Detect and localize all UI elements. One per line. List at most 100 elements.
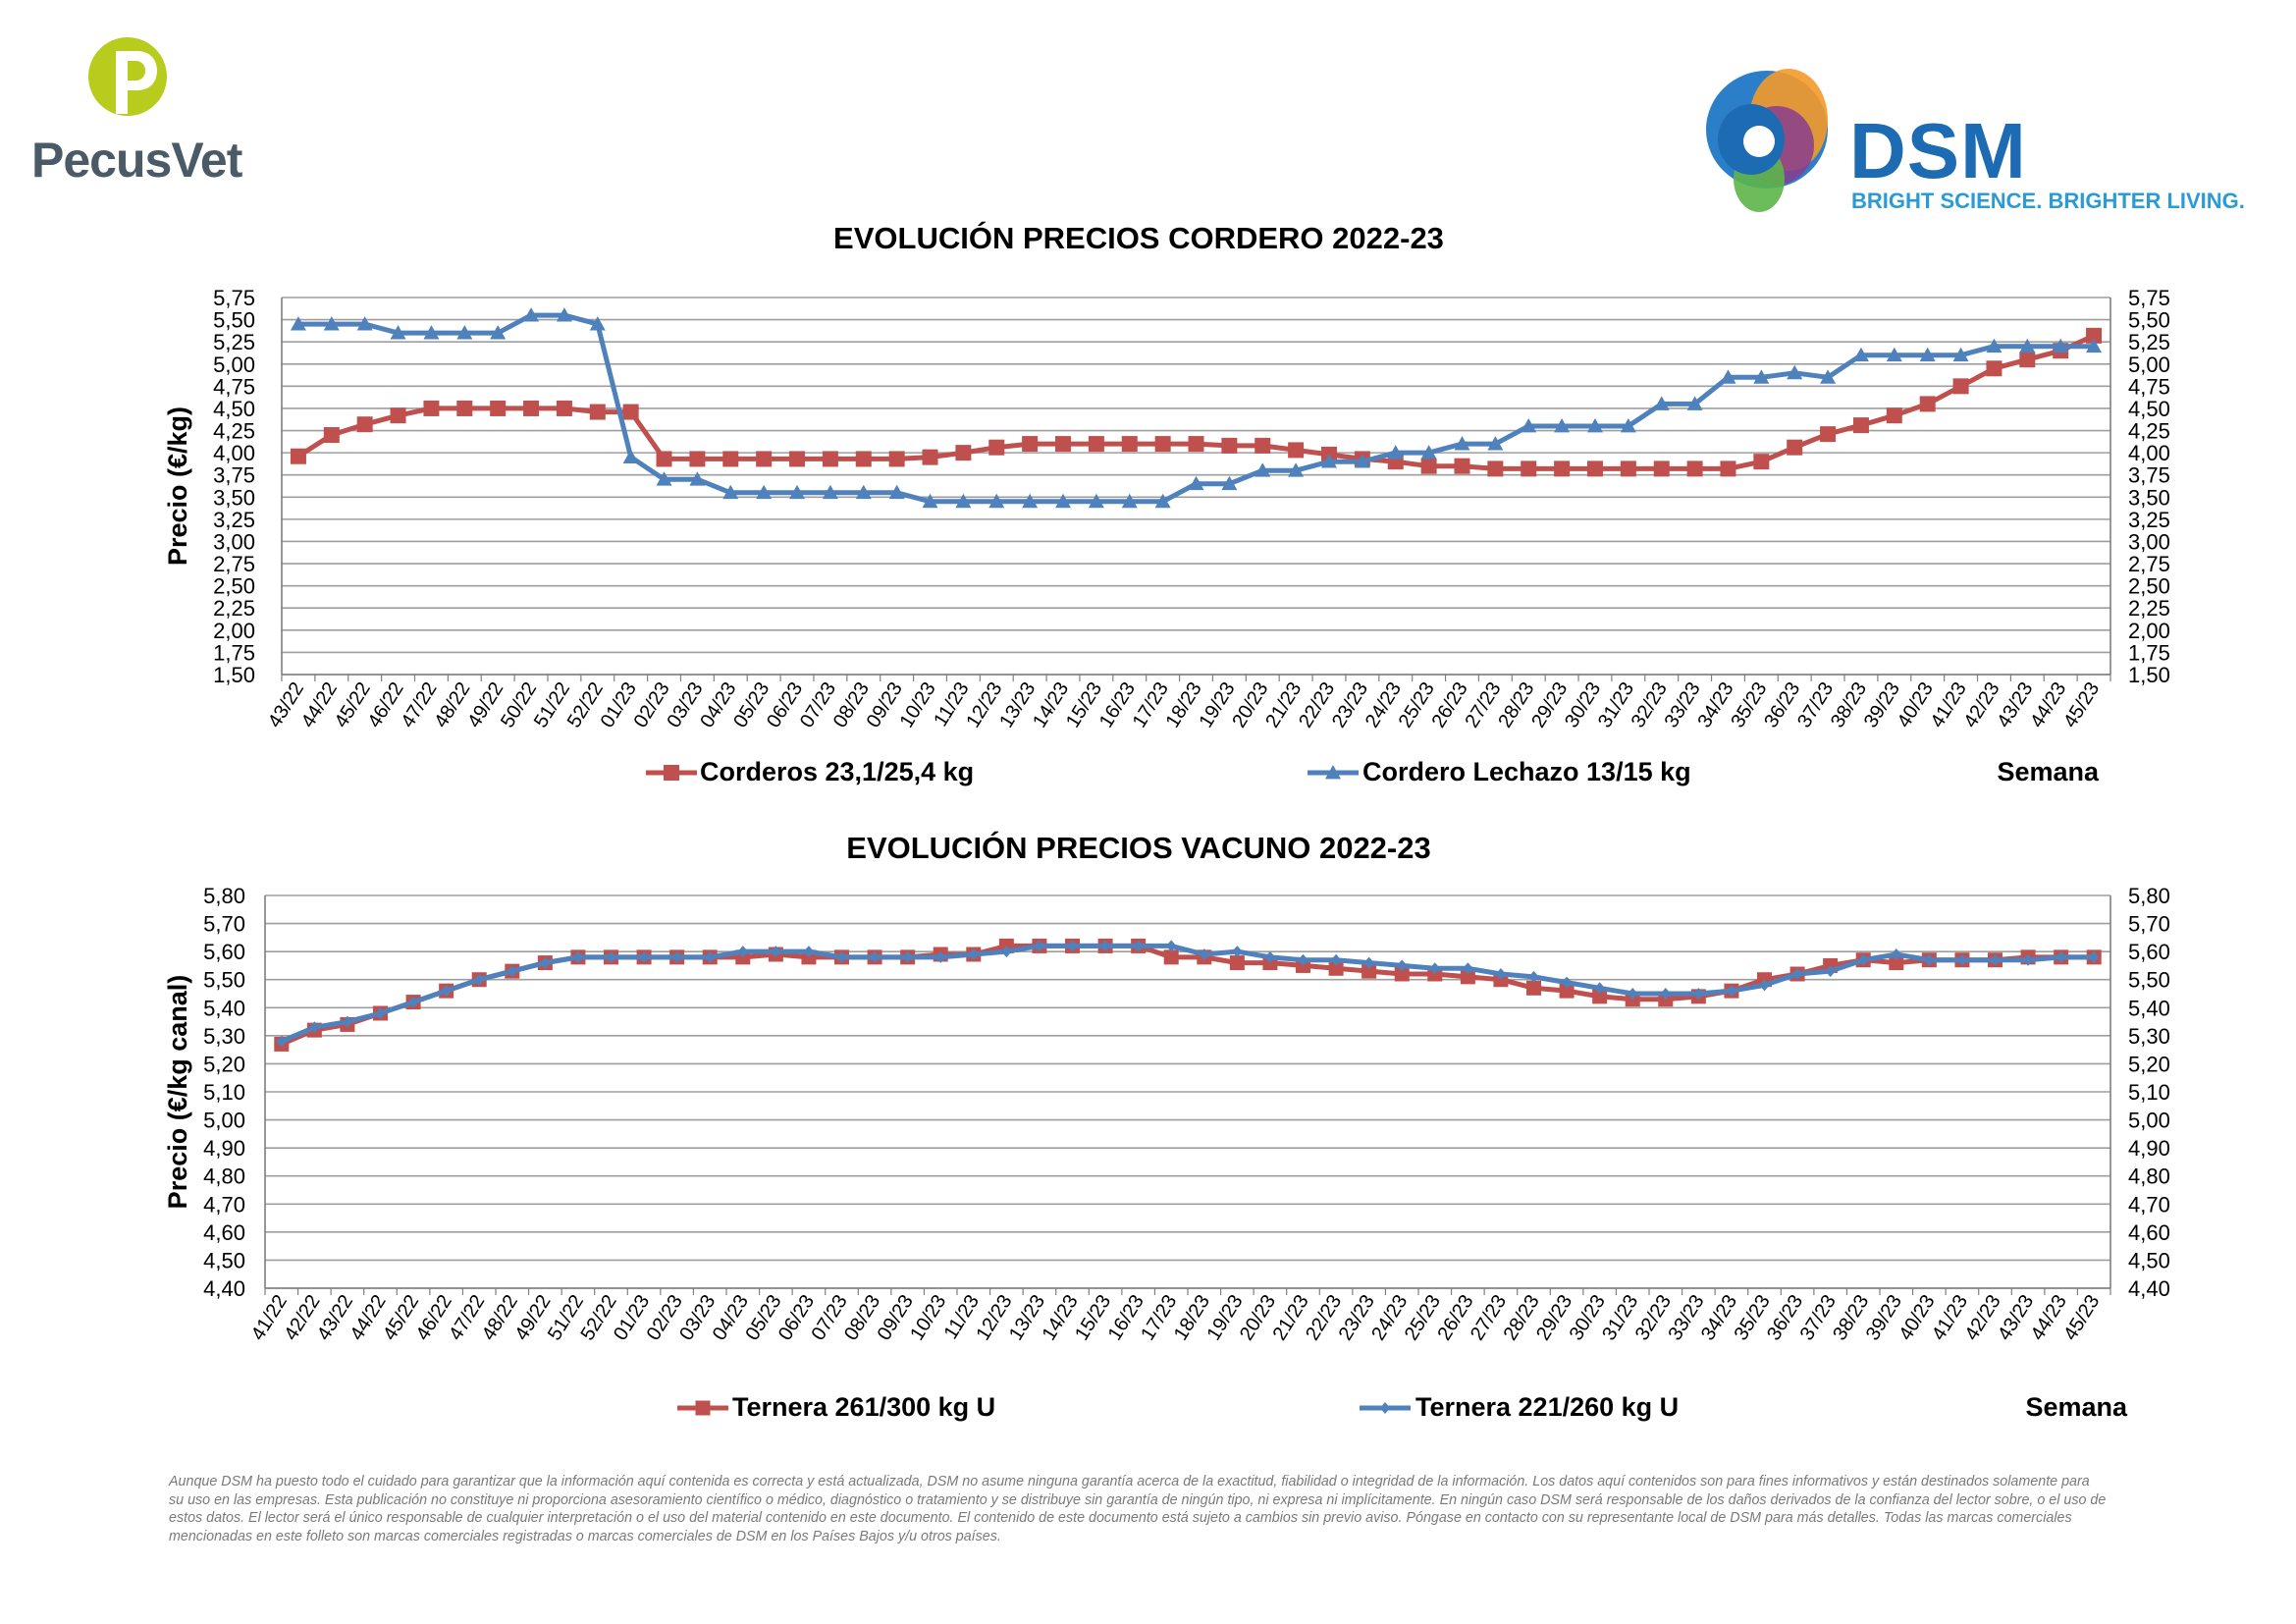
chart2-series-2-point xyxy=(407,996,419,1008)
chart1-series-2-point xyxy=(1753,369,1770,384)
chart1-series-2-point xyxy=(1288,462,1305,477)
chart1-y2-tick-label: 3,75 xyxy=(2128,463,2170,488)
chart2-series-2-point xyxy=(342,1015,353,1028)
chart1-series-1-point xyxy=(1487,460,1504,477)
chart2-y2-tick-label: 4,80 xyxy=(2128,1164,2170,1189)
chart1-series-2-point xyxy=(1686,396,1703,410)
dsm-tagline: BRIGHT SCIENCE. BRIGHTER LIVING. xyxy=(1851,189,2245,213)
chart2-series-2-point xyxy=(836,950,847,963)
chart1-y-tick-label: 4,00 xyxy=(213,441,255,465)
chart1-series-2-point xyxy=(756,484,773,500)
chart2-y2-tick-label: 5,80 xyxy=(2128,884,2170,908)
chart1-y-tick-label: 4,50 xyxy=(213,397,255,421)
pecusvet-p-icon xyxy=(88,37,167,116)
chart2-series-2-point xyxy=(1561,976,1573,989)
chart2-y-tick-label: 4,40 xyxy=(203,1276,245,1301)
chart1-series-2-point xyxy=(523,307,540,322)
chart1-series-2-point xyxy=(1088,493,1104,509)
chart2-series-2-point xyxy=(1396,959,1408,972)
chart2-y2-tick-label: 4,40 xyxy=(2128,1276,2170,1301)
chart1-y-axis-label: Precio (€/kg) xyxy=(163,406,192,566)
chart1-series-1-point xyxy=(722,451,739,467)
chart1-series-2-point xyxy=(1387,445,1404,460)
chart2-series-2-point xyxy=(1726,985,1737,998)
chart2-series-2-point xyxy=(1330,953,1342,966)
chart1-series-1-point xyxy=(855,451,872,467)
chart1-series-1-point xyxy=(1852,417,1869,434)
chart1-y2-tick-label: 5,25 xyxy=(2128,330,2170,354)
chart1-series-1-point xyxy=(2086,327,2103,344)
chart1-series-2-point xyxy=(1255,462,1271,477)
chart2-series-2-point xyxy=(1627,988,1638,1000)
chart1-series-1-point xyxy=(955,445,972,461)
chart1-series-2-point xyxy=(722,484,739,500)
chart2-x-tick-label: 10/23 xyxy=(906,1291,950,1344)
chart1-series-1-point xyxy=(1720,460,1736,477)
chart2-y-tick-label: 4,90 xyxy=(203,1136,245,1161)
chart1-series-1-point xyxy=(1686,460,1703,477)
chart1-y-tick-label: 3,50 xyxy=(213,485,255,510)
chart2-series-2-point xyxy=(1857,953,1869,966)
chart1-series-2-point xyxy=(290,316,306,331)
chart2-y2-tick-label: 4,90 xyxy=(2128,1136,2170,1161)
chart1-series-2-point xyxy=(1521,418,1537,433)
chart1-series-2-point xyxy=(1586,418,1603,433)
chart1-series-1-point xyxy=(822,451,838,467)
chart1-series-1-point xyxy=(523,400,540,416)
chart2-series-1-point xyxy=(1229,955,1245,971)
chart1-series-1-point xyxy=(1886,407,1902,424)
chart2-series-2-point xyxy=(1165,940,1177,952)
chart1-series-1-point xyxy=(356,416,373,433)
chart2-y2-tick-label: 5,30 xyxy=(2128,1024,2170,1049)
chart1-y2-tick-label: 5,00 xyxy=(2128,352,2170,377)
chart1-series-1-point xyxy=(988,439,1005,456)
chart2-series-2-point xyxy=(1990,953,2001,966)
chart1-series-2-point xyxy=(1787,364,1803,380)
chart1-series-2-point xyxy=(1354,454,1370,468)
chart1-series-2-point xyxy=(1487,436,1504,451)
chart2-series-1-point xyxy=(1394,966,1410,982)
chart2-series-2-point xyxy=(1067,940,1078,952)
chart1-x-axis-label: Semana xyxy=(1997,757,2100,786)
chart1-series-1-point xyxy=(756,451,773,467)
chart1-y2-tick-label: 3,00 xyxy=(2128,529,2170,554)
chart1-series-1-point xyxy=(1055,436,1072,453)
chart1-series-1-point xyxy=(390,407,406,424)
chart1-x-tick-label: 10/23 xyxy=(896,678,940,731)
chart1-series-1-point xyxy=(1288,442,1305,459)
chart2-series-2-point xyxy=(1660,988,1672,1000)
chart2-series-2-point xyxy=(704,950,716,963)
chart2-series-2-point xyxy=(1495,968,1507,980)
chart1-y2-tick-label: 2,25 xyxy=(2128,596,2170,621)
chart2-y2-tick-label: 4,60 xyxy=(2128,1220,2170,1245)
chart1-y-tick-label: 1,75 xyxy=(213,640,255,665)
chart1-series-1-point xyxy=(323,427,340,444)
chart2-legend-1-label: Ternera 261/300 kg U xyxy=(732,1392,995,1422)
chart2-y-tick-label: 5,20 xyxy=(203,1052,245,1076)
chart1-series-1-point xyxy=(1088,436,1104,453)
chart1-y2-tick-label: 1,50 xyxy=(2128,663,2170,687)
chart2-series-2-point xyxy=(2022,953,2034,966)
chart1-series-2-point xyxy=(988,493,1005,509)
chart2-series-2-point xyxy=(1429,962,1441,975)
chart2-series-2-line xyxy=(280,943,2095,1044)
chart1-y2-tick-label: 3,50 xyxy=(2128,485,2170,510)
chart1-series-1-point xyxy=(622,404,639,420)
chart1-series-1-point xyxy=(689,451,706,467)
chart1-series-1-point xyxy=(922,449,938,465)
chart2-x-axis-label: Semana xyxy=(2025,1392,2128,1422)
chart1-y2-tick-label: 5,75 xyxy=(2128,286,2170,310)
chart1-series-2-point xyxy=(922,493,938,509)
chart1-y-tick-label: 2,00 xyxy=(213,619,255,643)
chart1-series-2-point xyxy=(1055,493,1072,509)
chart1-series-2-point xyxy=(390,325,406,340)
chart1-series-1-point xyxy=(1952,378,1969,395)
chart1-series-1-point xyxy=(1620,460,1636,477)
chart2-series-2-point xyxy=(1825,965,1836,978)
chart2-series-2-point xyxy=(934,950,946,963)
chart1-y2-tick-label: 5,50 xyxy=(2128,308,2170,333)
chart1-y2-tick-label: 1,75 xyxy=(2128,640,2170,665)
chart1-series-2-point xyxy=(1221,475,1238,491)
chart2-series-2-point xyxy=(375,1007,386,1019)
chart2-y2-tick-label: 4,50 xyxy=(2128,1248,2170,1272)
